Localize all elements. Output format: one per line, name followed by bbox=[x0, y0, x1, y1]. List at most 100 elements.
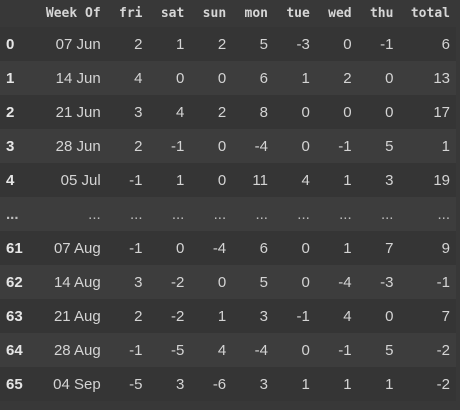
mon-cell: 6 bbox=[259, 239, 268, 257]
fri-cell: -1 bbox=[129, 341, 143, 359]
sun-cell: 0 bbox=[217, 69, 227, 87]
fri-cell: -5 bbox=[129, 375, 143, 393]
wed-cell: -4 bbox=[338, 273, 352, 291]
sun-cell: 1 bbox=[217, 307, 227, 325]
thu-cell: 3 bbox=[385, 171, 394, 189]
total-cell: 6 bbox=[441, 35, 450, 53]
mon-cell: 3 bbox=[259, 307, 268, 325]
table-row: 1 14 Jun 4 0 0 6 1 2 0 13 bbox=[0, 61, 456, 95]
wed-cell: -1 bbox=[338, 341, 352, 359]
week-of-cell: 21 Aug bbox=[53, 307, 101, 325]
fri-cell: ... bbox=[129, 205, 143, 223]
column-header-wed: wed bbox=[328, 6, 352, 21]
table-body: 0 07 Jun 2 1 2 5 -3 0 -1 6 1 14 Jun 4 0 0 6 1 2 0 13 2 21 Jun… bbox=[0, 27, 456, 401]
sun-cell: 4 bbox=[217, 341, 227, 359]
row-index: 64 bbox=[6, 341, 23, 359]
sun-cell: 0 bbox=[217, 273, 227, 291]
column-header-week-of: Week Of bbox=[45, 6, 101, 21]
tue-cell: 0 bbox=[301, 103, 310, 121]
sun-cell: -4 bbox=[212, 239, 227, 257]
column-header-fri: fri bbox=[119, 6, 143, 21]
total-cell: 13 bbox=[433, 69, 450, 87]
thu-cell: 5 bbox=[385, 137, 394, 155]
table-row: 65 04 Sep -5 3 -6 3 1 1 1 -2 bbox=[0, 367, 456, 401]
column-header-thu: thu bbox=[369, 6, 394, 21]
row-index: 3 bbox=[6, 137, 15, 155]
fri-cell: 3 bbox=[134, 103, 143, 121]
row-index: 0 bbox=[6, 35, 15, 53]
mon-cell: 5 bbox=[259, 35, 268, 53]
table-row: 64 28 Aug -1 -5 4 -4 0 -1 5 -2 bbox=[0, 333, 456, 367]
wed-cell: 2 bbox=[343, 69, 352, 87]
column-header-index bbox=[0, 0, 29, 27]
week-of-cell: 14 Jun bbox=[55, 69, 101, 87]
dataframe-table: Week Of fri sat sun mon tue wed thu tota… bbox=[0, 0, 456, 401]
total-cell: 17 bbox=[433, 103, 450, 121]
thu-cell: ... bbox=[380, 205, 394, 223]
tue-cell: ... bbox=[297, 205, 310, 223]
fri-cell: 3 bbox=[134, 273, 143, 291]
wed-cell: ... bbox=[339, 205, 352, 223]
sat-cell: 0 bbox=[175, 69, 185, 87]
wed-cell: 1 bbox=[343, 171, 352, 189]
sun-cell: 2 bbox=[217, 103, 227, 121]
table-row: 0 07 Jun 2 1 2 5 -3 0 -1 6 bbox=[0, 27, 456, 61]
sun-cell: -6 bbox=[212, 375, 227, 393]
sat-cell: -2 bbox=[170, 307, 185, 325]
thu-cell: 0 bbox=[385, 69, 394, 87]
thu-cell: -1 bbox=[380, 35, 394, 53]
row-index: 2 bbox=[6, 103, 15, 121]
tue-cell: -3 bbox=[296, 35, 310, 53]
thu-cell: 7 bbox=[385, 239, 394, 257]
fri-cell: 2 bbox=[134, 137, 143, 155]
sat-cell: ... bbox=[171, 205, 185, 223]
tue-cell: -1 bbox=[296, 307, 310, 325]
mon-cell: 3 bbox=[259, 375, 268, 393]
wed-cell: 1 bbox=[343, 239, 352, 257]
row-index: 1 bbox=[6, 69, 15, 87]
sat-cell: -1 bbox=[170, 137, 185, 155]
fri-cell: 2 bbox=[134, 35, 143, 53]
thu-cell: 0 bbox=[385, 307, 394, 325]
thu-cell: 5 bbox=[385, 341, 394, 359]
row-index: ... bbox=[6, 205, 19, 223]
total-cell: -2 bbox=[436, 375, 450, 393]
row-index: 4 bbox=[6, 171, 15, 189]
row-index: 65 bbox=[6, 375, 23, 393]
week-of-cell: 07 Jun bbox=[55, 35, 101, 53]
table-row: 4 05 Jul -1 1 0 11 4 1 3 19 bbox=[0, 163, 456, 197]
mon-cell: 8 bbox=[259, 103, 268, 121]
tue-cell: 0 bbox=[301, 273, 310, 291]
fri-cell: -1 bbox=[129, 171, 143, 189]
sat-cell: -5 bbox=[170, 341, 185, 359]
total-cell: -1 bbox=[436, 273, 450, 291]
tue-cell: 0 bbox=[301, 239, 310, 257]
sat-cell: 0 bbox=[175, 239, 185, 257]
row-index: 61 bbox=[6, 239, 23, 257]
sat-cell: 1 bbox=[175, 35, 185, 53]
column-header-sat: sat bbox=[160, 6, 185, 21]
row-index: 63 bbox=[6, 307, 23, 325]
column-header-tue: tue bbox=[286, 6, 310, 21]
sat-cell: -2 bbox=[170, 273, 185, 291]
table-row: .............................. bbox=[0, 197, 456, 231]
total-cell: -2 bbox=[436, 341, 450, 359]
week-of-cell: 21 Jun bbox=[55, 103, 101, 121]
sun-cell: 2 bbox=[217, 35, 227, 53]
week-of-cell: 28 Aug bbox=[53, 341, 101, 359]
total-cell: ... bbox=[437, 205, 450, 223]
table-header: Week Of fri sat sun mon tue wed thu tota… bbox=[0, 0, 456, 27]
tue-cell: 1 bbox=[301, 375, 310, 393]
fri-cell: -1 bbox=[129, 239, 143, 257]
mon-cell: ... bbox=[255, 205, 268, 223]
wed-cell: 0 bbox=[343, 35, 352, 53]
total-cell: 19 bbox=[433, 171, 450, 189]
column-header-sun: sun bbox=[202, 6, 227, 21]
table-row: 2 21 Jun 3 4 2 8 0 0 0 17 bbox=[0, 95, 456, 129]
mon-cell: 5 bbox=[259, 273, 268, 291]
header-row: Week Of fri sat sun mon tue wed thu tota… bbox=[0, 0, 456, 27]
wed-cell: 1 bbox=[343, 375, 352, 393]
sat-cell: 3 bbox=[175, 375, 185, 393]
tue-cell: 4 bbox=[301, 171, 310, 189]
